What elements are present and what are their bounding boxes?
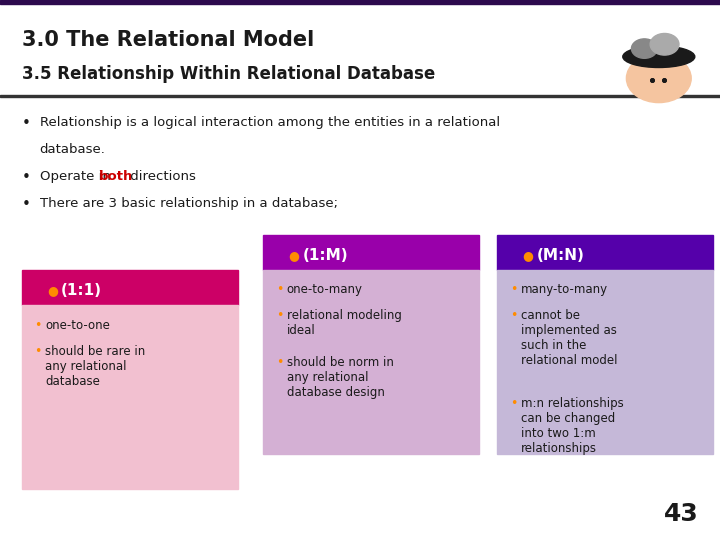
Bar [22,305,238,489]
Text: •: • [510,284,517,296]
Text: •: • [510,309,517,322]
Text: (1:1): (1:1) [61,283,102,298]
Ellipse shape [623,46,695,68]
Text: •: • [510,397,517,410]
Bar [497,270,713,454]
Text: one-to-many: one-to-many [287,284,363,296]
Text: •: • [22,197,30,212]
Text: •: • [22,170,30,185]
Bar [0,0,720,4]
Text: ●: ● [288,248,299,262]
Bar [263,270,479,454]
Text: one-to-one: one-to-one [45,319,110,332]
Text: should be rare in
any relational
database: should be rare in any relational databas… [45,345,145,388]
Text: 43: 43 [664,502,698,526]
Text: cannot be
implemented as
such in the
relational model: cannot be implemented as such in the rel… [521,309,617,367]
Bar [0,94,720,97]
Text: Operate in: Operate in [40,170,114,183]
Text: •: • [276,284,283,296]
Text: ●: ● [522,248,533,262]
Text: Relationship is a logical interaction among the entities in a relational: Relationship is a logical interaction am… [40,116,500,129]
Text: both: both [99,170,133,183]
Text: (1:M): (1:M) [302,248,348,262]
Text: •: • [35,345,42,357]
Text: m:n relationships
can be changed
into two 1:m
relationships: m:n relationships can be changed into tw… [521,397,624,455]
Text: should be norm in
any relational
database design: should be norm in any relational databas… [287,356,393,399]
Text: •: • [276,309,283,322]
Circle shape [650,33,679,55]
Text: •: • [276,356,283,369]
Text: •: • [22,116,30,131]
Text: (M:N): (M:N) [536,248,584,262]
Circle shape [626,54,691,103]
Text: directions: directions [126,170,196,183]
Text: 3.5 Relationship Within Relational Database: 3.5 Relationship Within Relational Datab… [22,65,435,83]
Text: There are 3 basic relationship in a database;: There are 3 basic relationship in a data… [40,197,338,210]
Text: database.: database. [40,143,105,156]
Bar [22,270,238,305]
Bar [497,235,713,270]
Text: many-to-many: many-to-many [521,284,608,296]
Bar [263,235,479,270]
Text: ●: ● [47,284,58,297]
Text: •: • [35,319,42,332]
Circle shape [631,39,657,58]
Text: 3.0 The Relational Model: 3.0 The Relational Model [22,30,314,50]
Text: relational modeling
ideal: relational modeling ideal [287,309,402,338]
